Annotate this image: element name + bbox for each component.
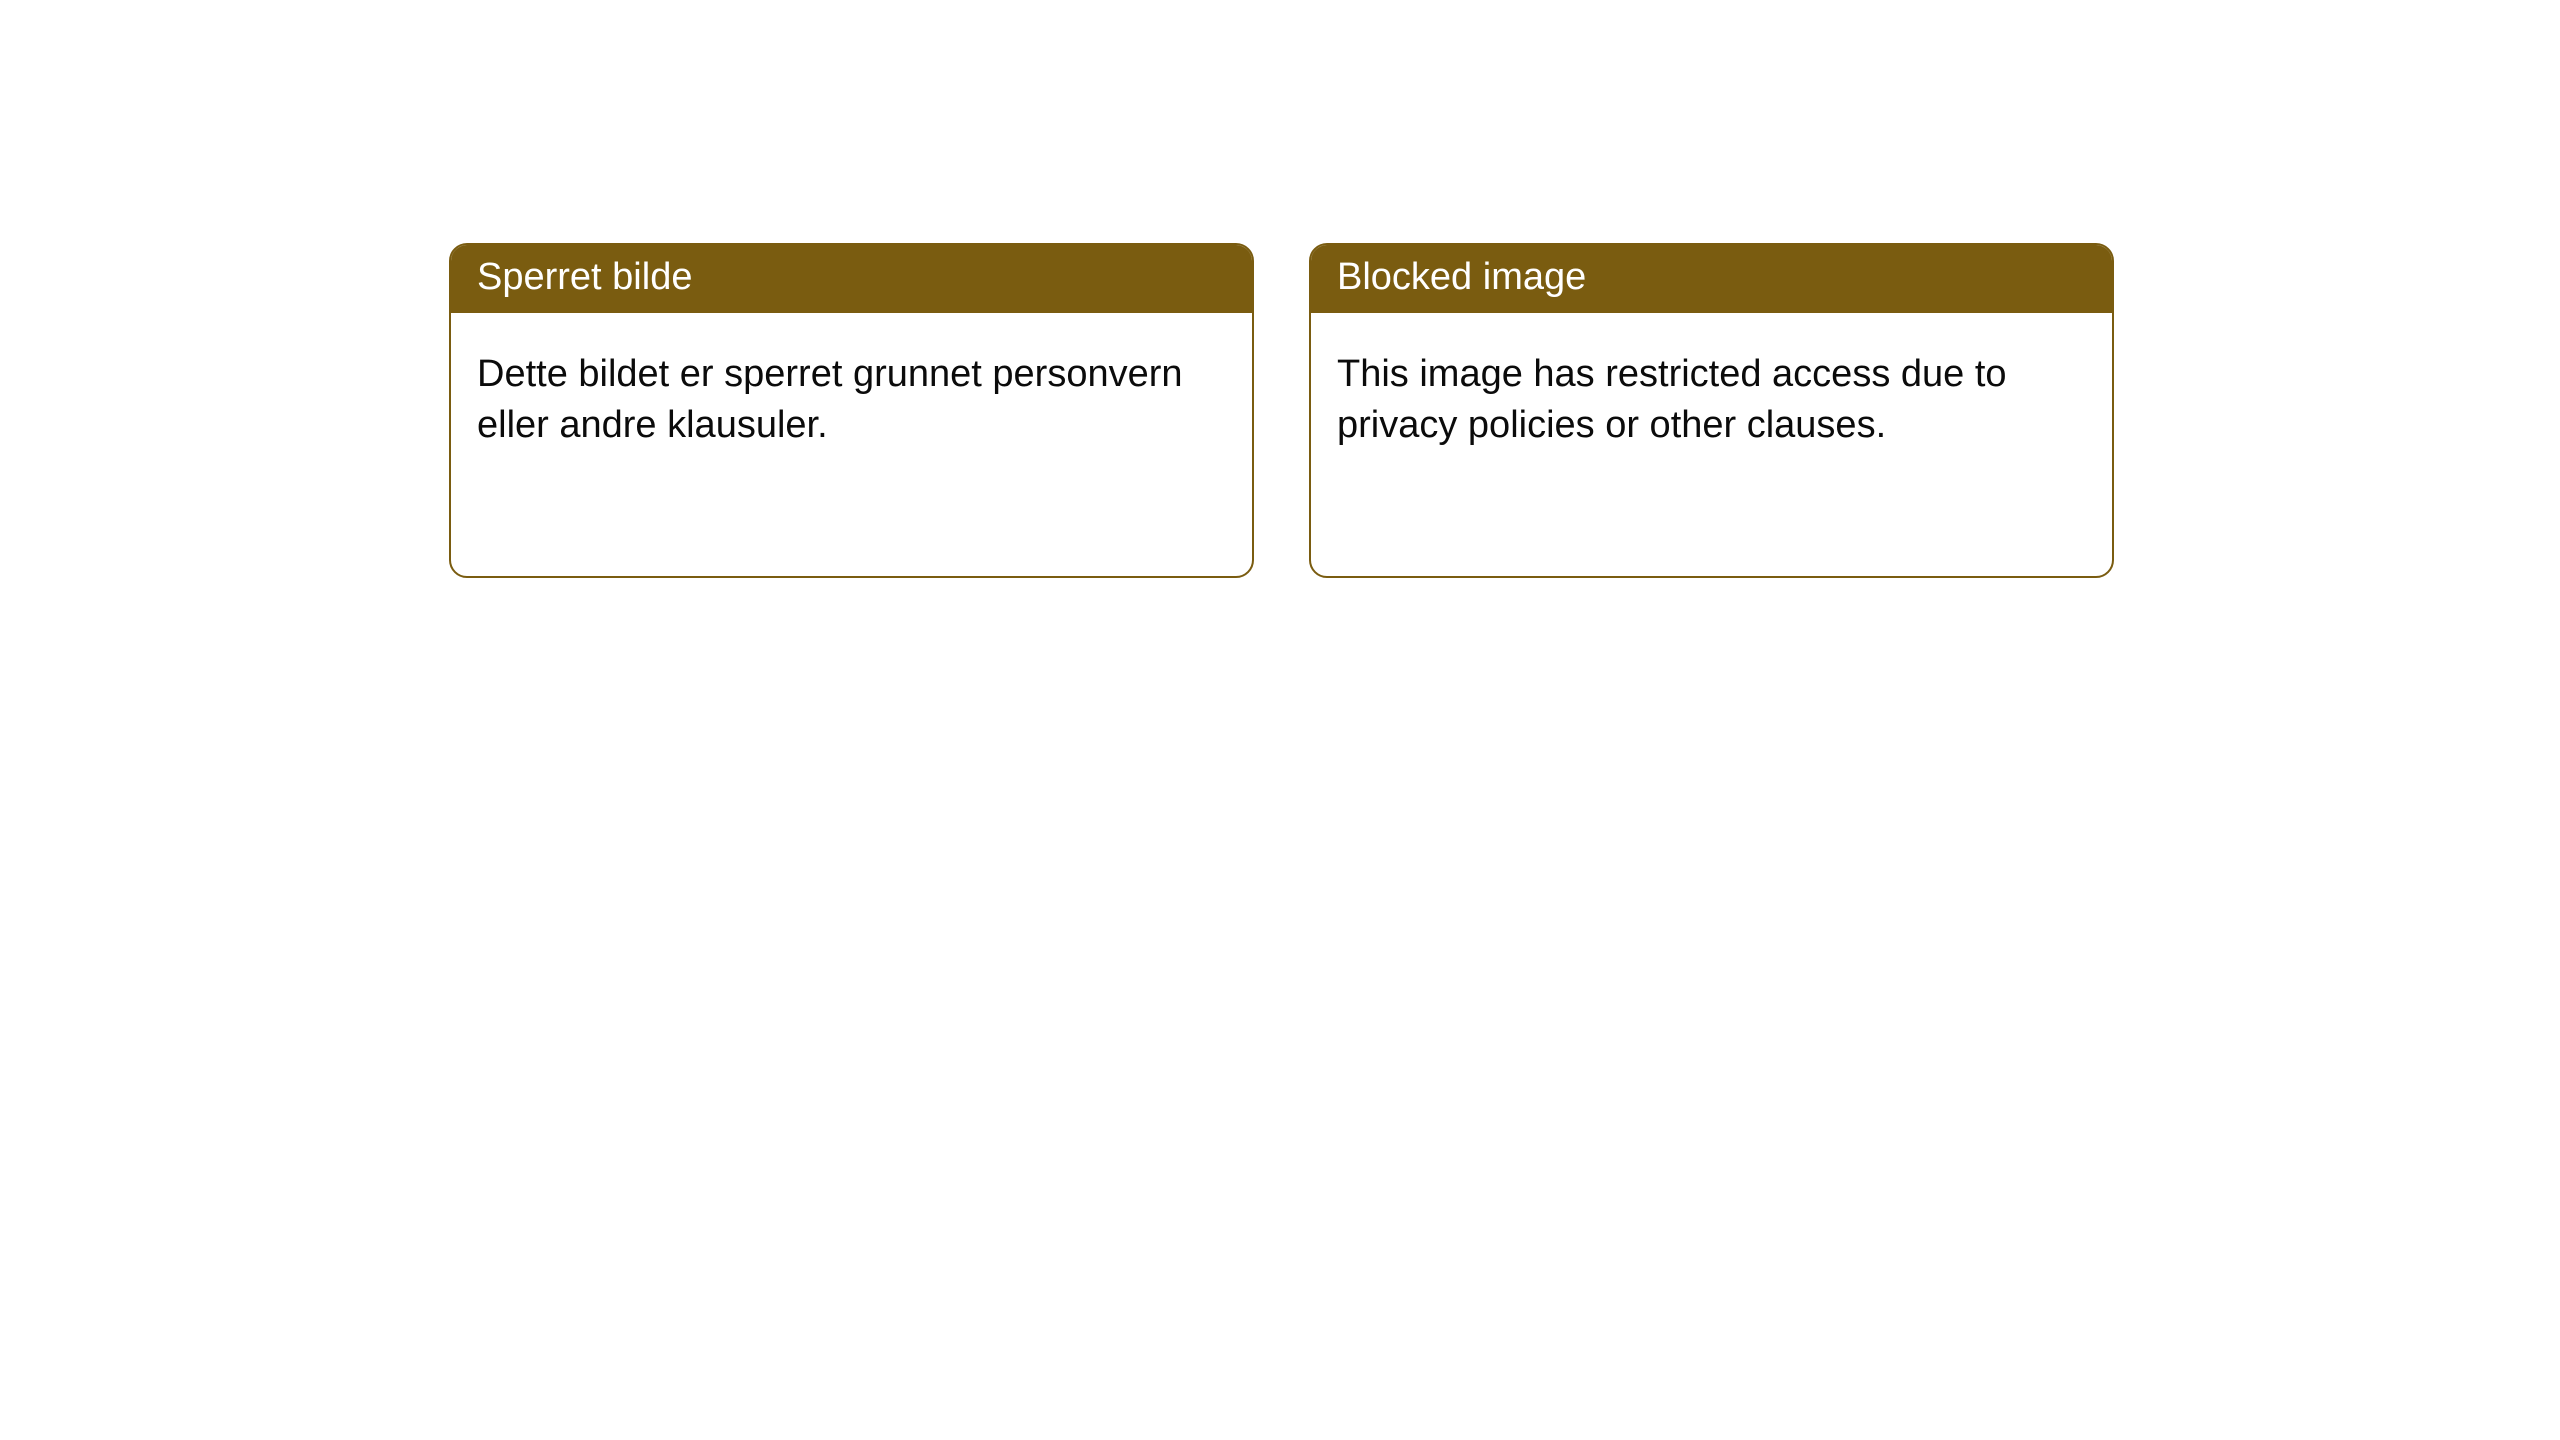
card-header-no: Sperret bilde bbox=[451, 245, 1252, 313]
blocked-image-card-no: Sperret bilde Dette bildet er sperret gr… bbox=[449, 243, 1254, 578]
blocked-image-card-en: Blocked image This image has restricted … bbox=[1309, 243, 2114, 578]
card-header-en: Blocked image bbox=[1311, 245, 2112, 313]
notice-cards-row: Sperret bilde Dette bildet er sperret gr… bbox=[0, 0, 2560, 578]
card-body-en: This image has restricted access due to … bbox=[1311, 313, 2112, 488]
card-body-no: Dette bildet er sperret grunnet personve… bbox=[451, 313, 1252, 488]
